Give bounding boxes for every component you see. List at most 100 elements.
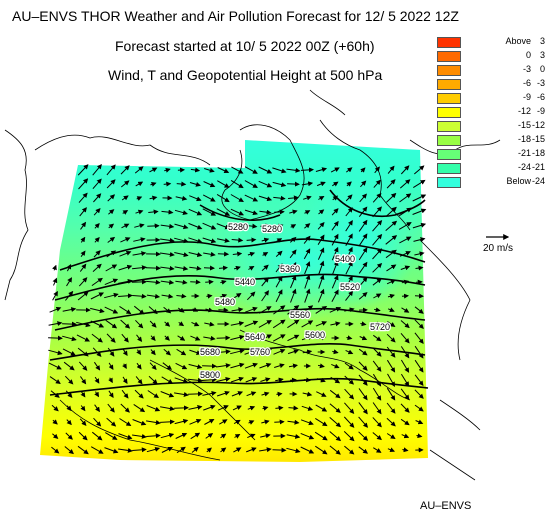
wind-arrow	[248, 420, 255, 425]
wind-arrow	[48, 349, 63, 356]
wind-arrow	[189, 195, 202, 202]
wind-arrow	[92, 263, 102, 272]
wind-arrow	[231, 237, 244, 243]
wind-arrow	[48, 362, 62, 370]
wind-arrow	[119, 305, 132, 315]
wind-arrow	[331, 208, 339, 216]
wind-arrow	[161, 209, 174, 215]
wind-arrow	[93, 361, 101, 371]
wind-arrow	[386, 346, 396, 358]
legend-high: -9	[536, 106, 545, 116]
wind-arrow	[300, 432, 315, 440]
wind-arrow	[77, 445, 89, 455]
wind-arrow	[205, 433, 214, 439]
contour-label: 5600	[305, 330, 325, 340]
wind-arrow	[92, 178, 102, 190]
wind-arrow	[136, 334, 143, 342]
wind-arrow	[122, 376, 128, 384]
contour-label: 5520	[340, 282, 360, 292]
wind-arrow	[52, 290, 58, 301]
wind-arrow	[413, 179, 426, 189]
wind-arrow	[304, 288, 311, 303]
wind-arrow	[372, 192, 382, 203]
legend-swatch	[437, 65, 461, 76]
wind-arrow	[387, 165, 395, 174]
wind-arrow	[358, 276, 368, 287]
wind-arrow	[286, 447, 301, 454]
wind-arrow	[302, 349, 313, 355]
wind-arrow	[132, 419, 147, 426]
wind-arrow	[344, 402, 355, 414]
wind-arrow	[300, 419, 314, 426]
wind-arrow	[121, 333, 129, 343]
legend-low: -18	[517, 134, 531, 144]
wind-arrow	[272, 334, 286, 342]
legend-low: -21	[517, 148, 531, 158]
wind-arrow	[217, 167, 230, 174]
legend-high: -21	[531, 162, 545, 172]
wind-arrow	[386, 387, 396, 401]
wind-arrow	[233, 265, 241, 271]
legend-swatch	[437, 79, 461, 90]
wind-arrow	[220, 279, 227, 285]
wind-arrow	[386, 433, 396, 440]
wind-arrow	[247, 251, 256, 257]
wind-arrow	[105, 432, 118, 440]
wind-arrow	[93, 193, 102, 203]
wind-arrow	[161, 376, 174, 384]
legend-high: 3	[539, 50, 545, 60]
wind-arrow	[66, 419, 72, 426]
wind-arrow	[52, 264, 57, 271]
contour-label: 5560	[290, 310, 310, 320]
wind-arrow	[105, 264, 118, 272]
wind-arrow	[316, 377, 326, 383]
wind-arrow	[344, 445, 355, 455]
wind-arrow	[202, 390, 217, 396]
wind-arrow	[386, 264, 397, 272]
wind-arrow	[78, 192, 88, 203]
wind-arrow	[413, 165, 425, 175]
wind-arrow	[244, 209, 258, 216]
wind-arrow	[303, 235, 311, 244]
wind-arrow	[331, 246, 339, 261]
wind-arrow	[301, 320, 314, 328]
wind-arrow	[358, 416, 369, 428]
legend-swatch	[437, 51, 461, 62]
wind-arrow	[174, 392, 189, 397]
wind-arrow	[344, 375, 355, 385]
wind-arrow	[79, 263, 87, 272]
wind-arrow	[78, 431, 88, 441]
wind-arrow	[231, 391, 244, 397]
wind-arrow	[258, 306, 272, 314]
wind-arrow	[373, 293, 382, 299]
wind-arrow	[178, 321, 185, 327]
wind-arrow	[372, 432, 382, 441]
wind-arrow	[187, 391, 203, 397]
wind-arrow	[106, 179, 116, 189]
wind-arrow	[150, 349, 156, 356]
legend-high: 3	[539, 36, 545, 46]
wind-arrow	[50, 390, 60, 398]
wind-arrow	[400, 346, 410, 359]
wind-arrow	[77, 291, 89, 301]
wind-arrow	[329, 389, 341, 399]
wind-arrow	[202, 194, 216, 202]
wind-arrow	[387, 321, 396, 327]
wind-arrow	[246, 237, 257, 243]
legend-low: Above	[505, 36, 531, 46]
wind-arrow	[332, 260, 339, 275]
legend-swatch	[437, 163, 461, 174]
wind-arrow	[329, 307, 342, 313]
wind-arrow	[108, 209, 115, 215]
legend-high: -12	[531, 120, 545, 130]
wind-arrow	[373, 447, 382, 453]
wind-arrow	[177, 335, 186, 341]
contour-label: 5440	[235, 277, 255, 287]
wind-arrow	[288, 195, 299, 201]
wind-arrow	[329, 445, 341, 455]
wind-arrow	[385, 206, 397, 217]
wind-arrow	[136, 196, 143, 201]
legend-swatch	[437, 177, 461, 188]
wind-arrow	[190, 335, 201, 341]
wind-arrow	[303, 248, 311, 260]
